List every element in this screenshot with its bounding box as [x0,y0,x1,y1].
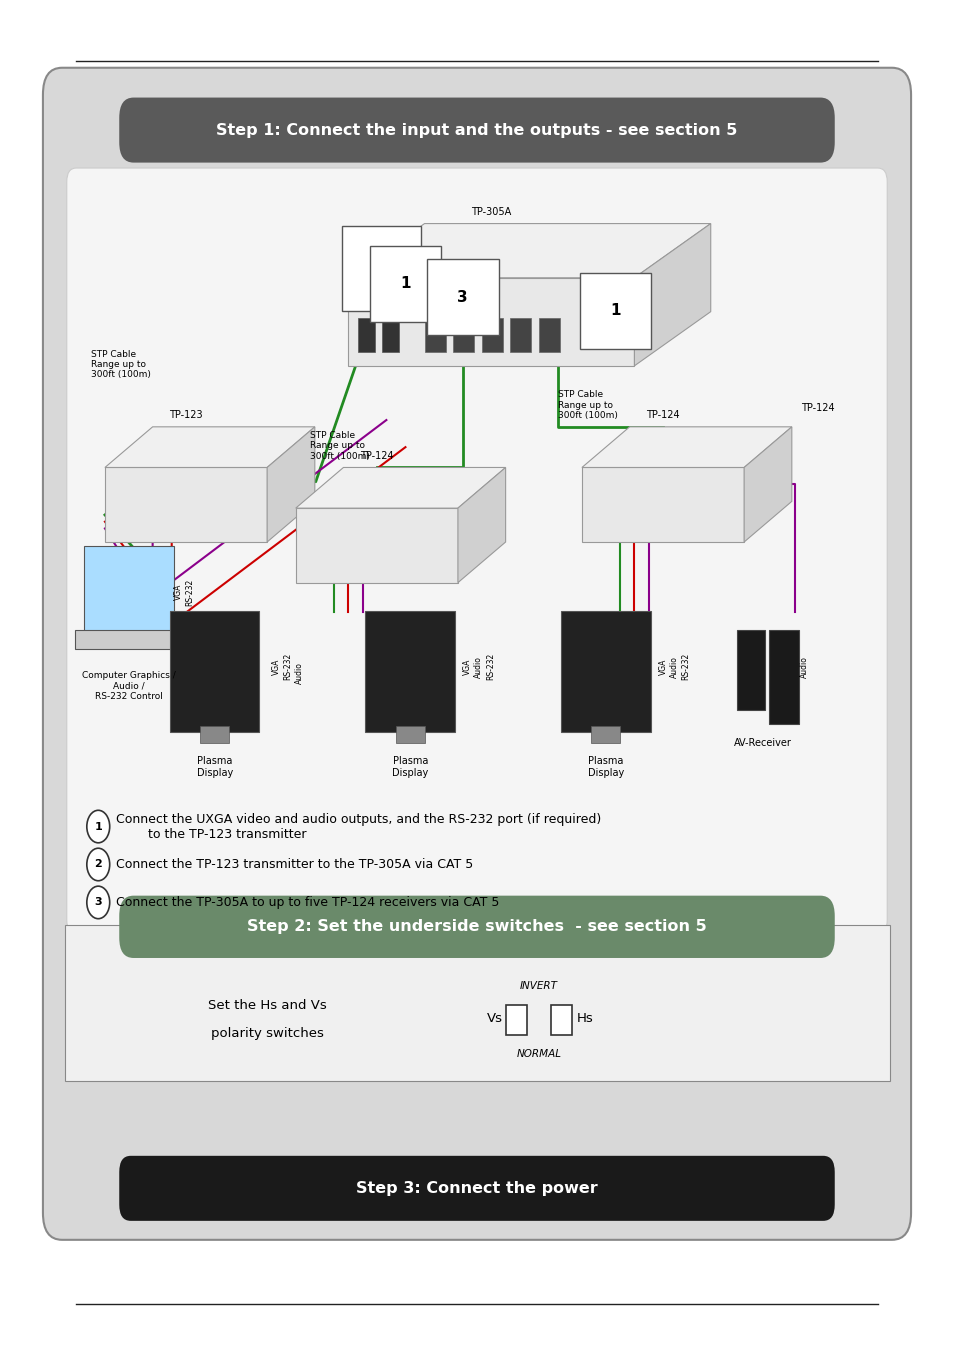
Text: STP Cable
Range up to
300ft (100m): STP Cable Range up to 300ft (100m) [91,350,151,379]
Text: Set the Hs and Vs: Set the Hs and Vs [208,999,326,1012]
FancyBboxPatch shape [510,318,531,352]
Text: Connect the TP-305A to up to five TP-124 receivers via CAT 5: Connect the TP-305A to up to five TP-124… [116,896,499,909]
FancyBboxPatch shape [560,611,650,732]
Polygon shape [348,224,710,278]
Text: VGA: VGA [173,584,182,600]
Text: Audio: Audio [474,656,483,678]
Text: TP-305A: TP-305A [471,207,511,217]
Text: Step 1: Connect the input and the outputs - see section 5: Step 1: Connect the input and the output… [216,122,737,138]
FancyBboxPatch shape [453,318,474,352]
FancyBboxPatch shape [395,726,424,743]
Polygon shape [743,427,791,542]
Text: STP Cable
Range up to
300ft (100m): STP Cable Range up to 300ft (100m) [310,431,370,461]
FancyBboxPatch shape [481,318,502,352]
Text: NORMAL: NORMAL [516,1049,561,1060]
Text: RS-232: RS-232 [680,653,690,680]
Text: Connect the UXGA video and audio outputs, and the RS-232 port (if required)
    : Connect the UXGA video and audio outputs… [116,813,601,840]
Text: 1: 1 [94,821,102,832]
Text: 3: 3 [456,290,468,305]
Text: RS-232: RS-232 [185,579,193,606]
Text: 2: 2 [375,260,387,278]
Text: Audio: Audio [669,656,679,678]
Text: polarity switches: polarity switches [211,1027,323,1041]
FancyBboxPatch shape [551,1005,572,1035]
FancyBboxPatch shape [65,925,889,1081]
Polygon shape [457,467,505,583]
Circle shape [87,810,110,843]
FancyBboxPatch shape [119,1156,834,1221]
Polygon shape [295,467,505,508]
Text: Computer Graphics /
Audio /
RS-232 Control: Computer Graphics / Audio / RS-232 Contr… [82,671,175,701]
Text: Hs: Hs [577,1012,594,1026]
FancyBboxPatch shape [75,630,182,649]
Text: INVERT: INVERT [519,981,558,992]
Text: AV-Receiver: AV-Receiver [734,738,791,748]
Text: VGA: VGA [462,659,472,675]
Text: Step 2: Set the underside switches  - see section 5: Step 2: Set the underside switches - see… [247,919,706,935]
FancyBboxPatch shape [424,318,445,352]
Text: Step 3: Connect the power: Step 3: Connect the power [355,1180,598,1196]
Text: RS-232: RS-232 [283,653,293,680]
Text: RS-232: RS-232 [485,653,495,680]
FancyBboxPatch shape [737,630,764,710]
FancyBboxPatch shape [84,546,173,640]
Text: Plasma
Display: Plasma Display [587,756,623,778]
Circle shape [87,848,110,881]
FancyBboxPatch shape [357,318,375,352]
Text: TP-124: TP-124 [801,404,834,413]
Polygon shape [105,467,267,542]
FancyBboxPatch shape [119,896,834,958]
FancyBboxPatch shape [381,318,398,352]
FancyBboxPatch shape [119,98,834,163]
Polygon shape [581,427,791,467]
Text: Connect the TP-123 transmitter to the TP-305A via CAT 5: Connect the TP-123 transmitter to the TP… [116,858,473,871]
Text: 3: 3 [94,897,102,908]
FancyBboxPatch shape [365,611,455,732]
Text: VGA: VGA [272,659,281,675]
Text: TP-124: TP-124 [359,451,394,461]
FancyBboxPatch shape [67,168,886,934]
FancyBboxPatch shape [170,611,259,732]
Text: 2: 2 [94,859,102,870]
Text: Vs: Vs [486,1012,502,1026]
FancyBboxPatch shape [538,318,559,352]
Text: STP Cable
Range up to
300ft (100m): STP Cable Range up to 300ft (100m) [558,390,618,420]
Text: VGA: VGA [658,659,667,675]
Text: 1: 1 [399,276,411,291]
Text: 1: 1 [609,304,620,318]
FancyBboxPatch shape [200,726,229,743]
Polygon shape [581,467,743,542]
Text: Plasma
Display: Plasma Display [392,756,428,778]
Text: TP-124: TP-124 [645,411,679,420]
FancyBboxPatch shape [591,726,619,743]
Polygon shape [295,508,457,583]
Text: Audio: Audio [294,663,304,684]
Text: TP-123: TP-123 [169,411,203,420]
FancyBboxPatch shape [768,630,799,724]
FancyBboxPatch shape [43,68,910,1240]
Text: Plasma
Display: Plasma Display [196,756,233,778]
FancyBboxPatch shape [505,1005,526,1035]
Text: Audio: Audio [799,656,808,678]
Polygon shape [105,427,314,467]
Polygon shape [348,278,634,366]
Polygon shape [634,224,710,366]
Circle shape [87,886,110,919]
Polygon shape [267,427,314,542]
